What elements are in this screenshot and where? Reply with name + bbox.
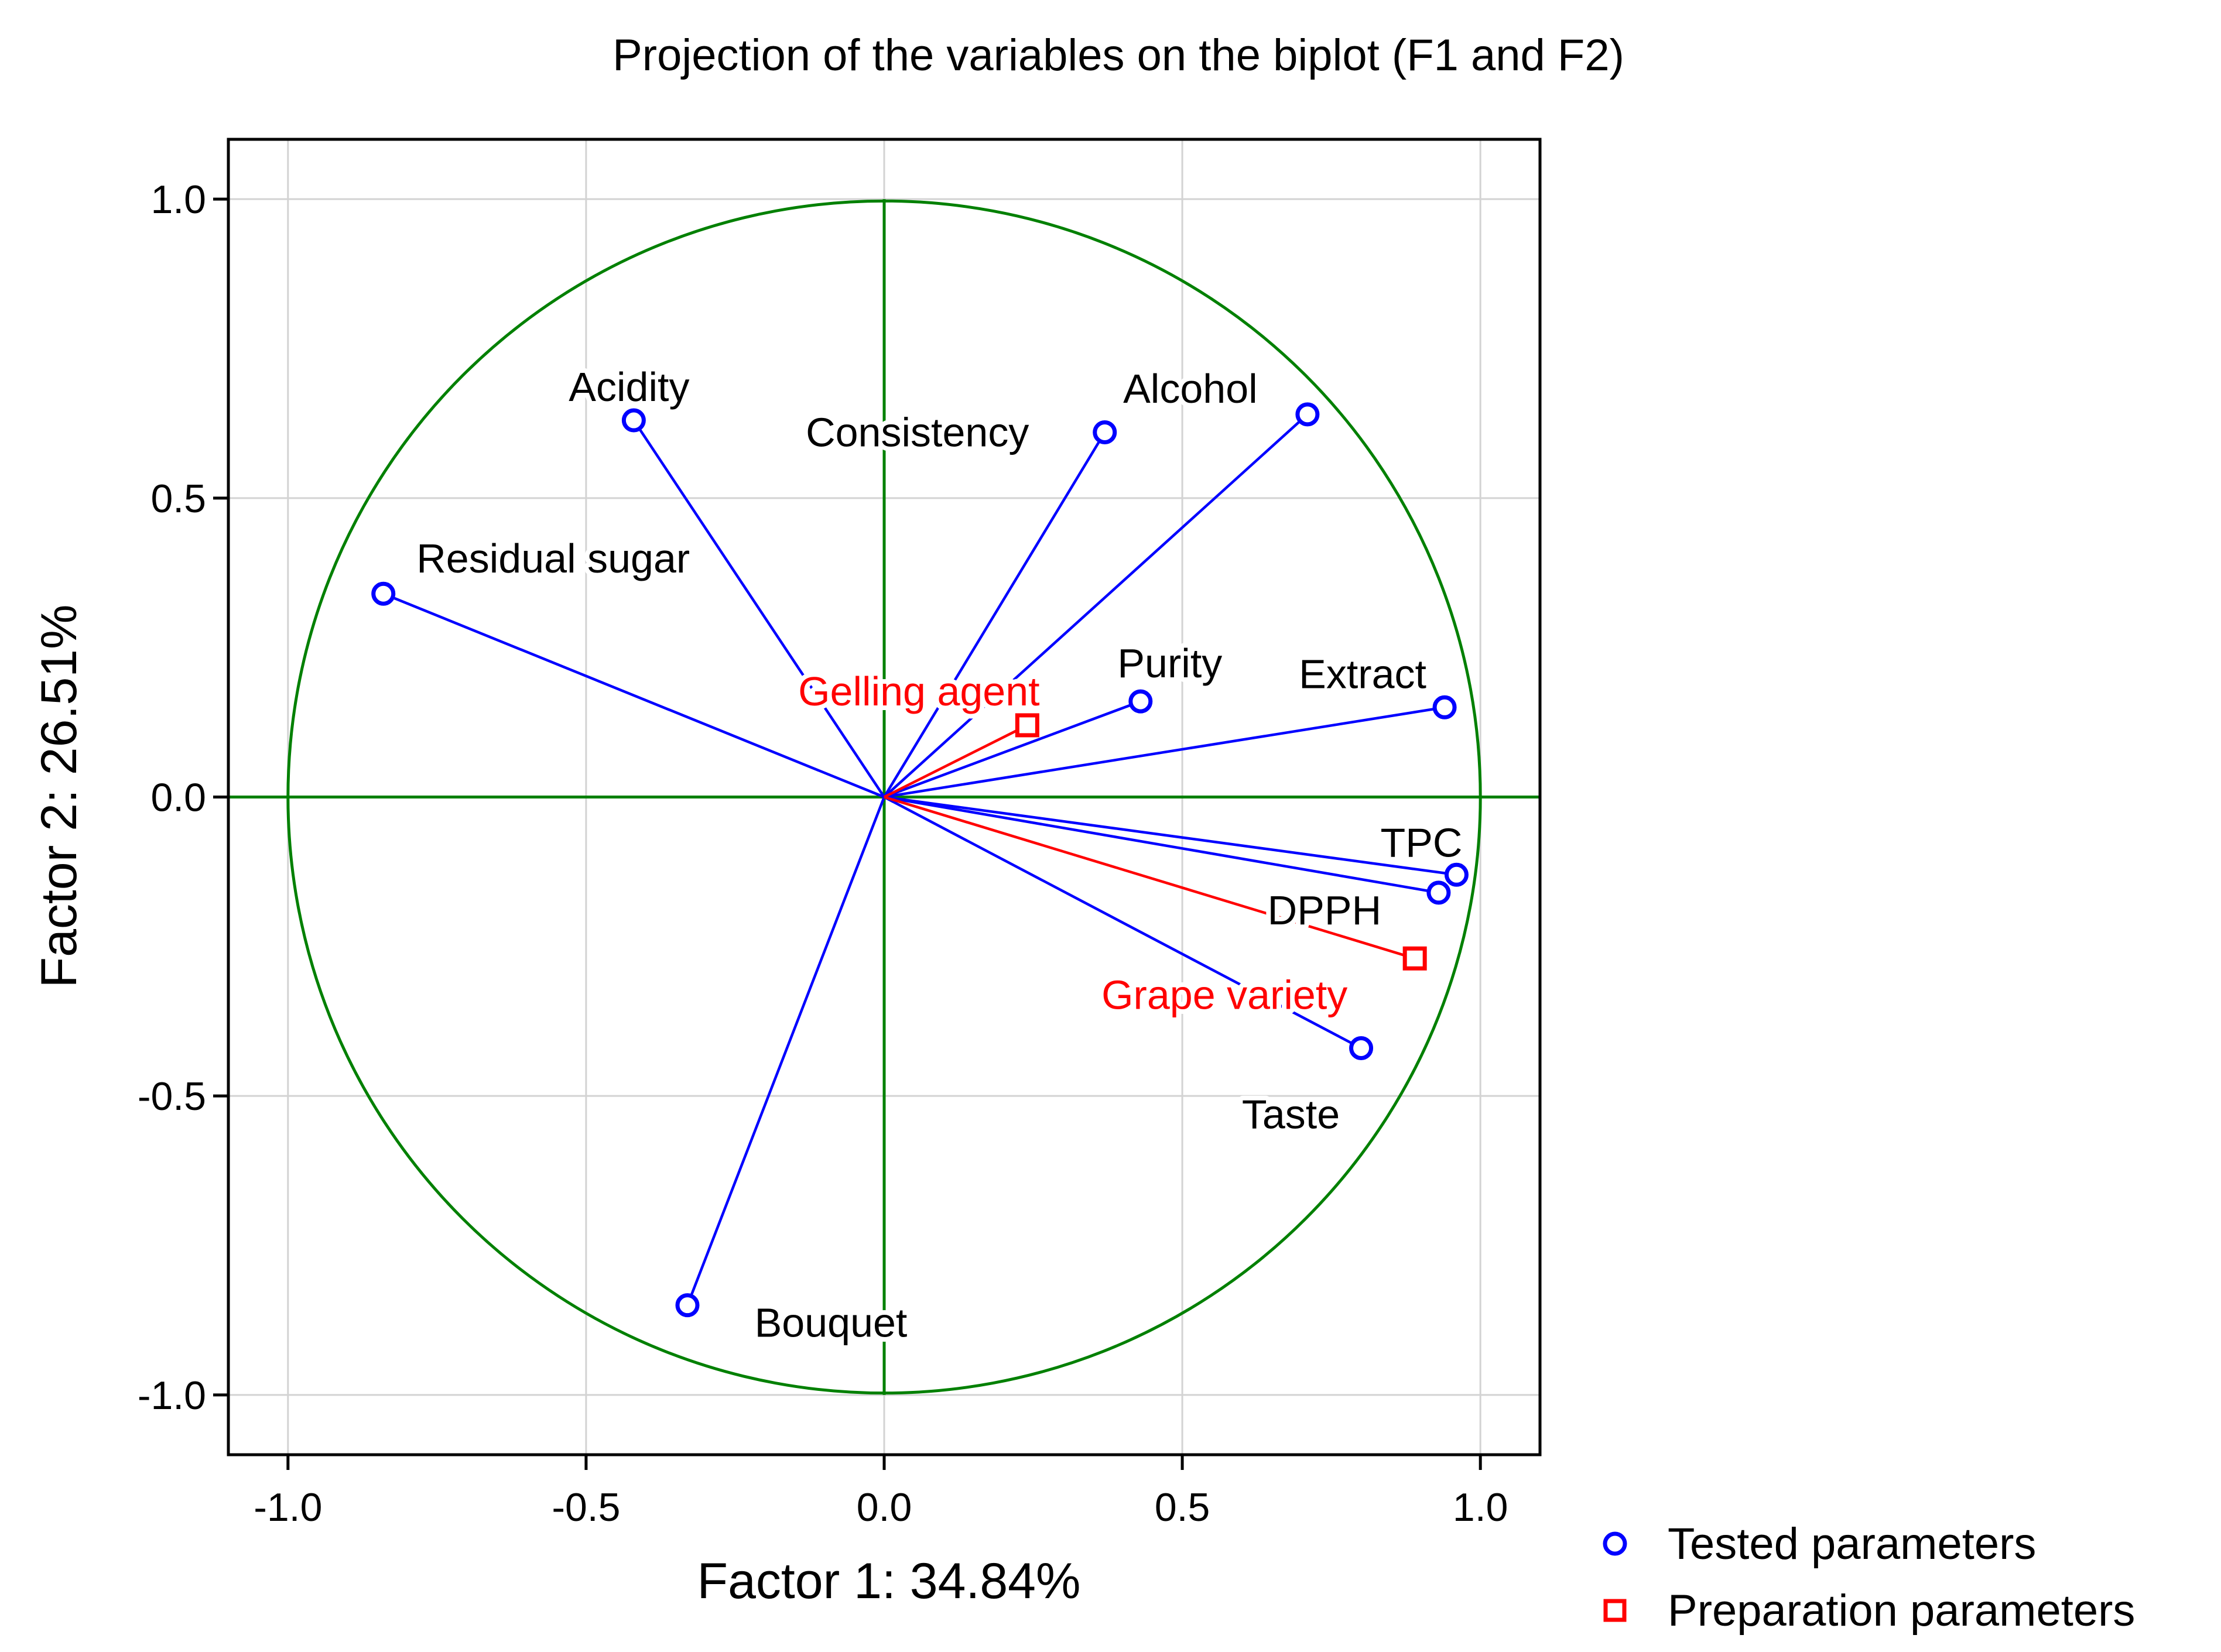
vector-residual-sugar bbox=[382, 592, 885, 798]
vector-taste bbox=[883, 796, 1362, 1050]
label-halo-bouquet: Bouquet bbox=[755, 1300, 908, 1346]
x-tick-label-2: 0.0 bbox=[857, 1485, 912, 1530]
vector-consistency bbox=[883, 431, 1106, 798]
marker-dpph bbox=[1426, 880, 1451, 905]
label-consistency: Consistency bbox=[806, 409, 1029, 455]
y-tick-label-1: 0.5 bbox=[150, 477, 206, 521]
label-bouquet: Bouquet bbox=[755, 1300, 908, 1346]
legend-preparation-label: Preparation parameters bbox=[1668, 1586, 2135, 1636]
label-halo-gelling-agent: Gelling agent bbox=[798, 669, 1040, 714]
vector-tpc bbox=[884, 796, 1457, 876]
y-tick-label-2: 0.0 bbox=[150, 776, 206, 820]
vector-extract bbox=[884, 706, 1445, 798]
label-extract: Extract bbox=[1299, 651, 1426, 697]
marker-alcohol bbox=[1295, 402, 1320, 427]
label-acidity: Acidity bbox=[569, 364, 689, 410]
x-tick-label-0: -1.0 bbox=[254, 1485, 322, 1530]
label-halo-taste: Taste bbox=[1242, 1091, 1340, 1137]
label-halo-residual-sugar: Residual sugar bbox=[416, 536, 690, 581]
label-gelling-agent: Gelling agent bbox=[798, 669, 1040, 714]
label-halo-consistency: Consistency bbox=[806, 409, 1029, 455]
vector-dpph bbox=[884, 796, 1439, 894]
legend: Tested parameters Preparation parameters bbox=[1603, 1519, 2135, 1636]
label-taste: Taste bbox=[1242, 1091, 1340, 1137]
x-tick-label-3: 0.5 bbox=[1155, 1485, 1210, 1530]
marker-grape-variety bbox=[1402, 946, 1427, 971]
label-purity: Purity bbox=[1117, 640, 1222, 686]
label-alcohol: Alcohol bbox=[1123, 366, 1258, 412]
vector-acidity bbox=[632, 419, 885, 798]
marker-residual-sugar bbox=[371, 581, 396, 606]
label-halo-dpph: DPPH bbox=[1268, 887, 1381, 933]
vector-gelling-agent bbox=[883, 724, 1028, 798]
y-axis-label: Factor 2: 26.51% bbox=[31, 605, 87, 988]
label-halo-tpc: TPC bbox=[1380, 820, 1462, 865]
marker-acidity bbox=[621, 408, 646, 433]
x-tick-label-1: -0.5 bbox=[552, 1485, 620, 1530]
label-residual-sugar: Residual sugar bbox=[416, 536, 690, 581]
y-tick-label-0: 1.0 bbox=[150, 177, 206, 222]
marker-tpc bbox=[1444, 862, 1469, 887]
legend-tested-marker bbox=[1603, 1531, 1627, 1556]
label-halo-alcohol: Alcohol bbox=[1123, 366, 1258, 412]
vector-grape-variety bbox=[884, 796, 1415, 960]
label-halo-grape-variety: Grape variety bbox=[1101, 972, 1347, 1017]
label-halo-acidity: Acidity bbox=[569, 364, 689, 410]
label-grape-variety: Grape variety bbox=[1101, 972, 1347, 1017]
marker-purity bbox=[1128, 689, 1153, 714]
label-tpc: TPC bbox=[1380, 820, 1462, 865]
marker-consistency bbox=[1093, 420, 1117, 444]
x-axis-label: Factor 1: 34.84% bbox=[697, 1553, 1081, 1609]
y-tick-label-3: -0.5 bbox=[138, 1074, 206, 1119]
chart-title: Projection of the variables on the biplo… bbox=[612, 30, 1624, 80]
marker-extract bbox=[1432, 695, 1457, 719]
legend-preparation-marker bbox=[1603, 1599, 1627, 1622]
label-halo-extract: Extract bbox=[1299, 651, 1426, 697]
x-tick-label-4: 1.0 bbox=[1453, 1485, 1508, 1530]
legend-tested-label: Tested parameters bbox=[1668, 1519, 2036, 1569]
plot-area: AcidityAcidityConsistencyConsistencyAlco… bbox=[138, 138, 1542, 1530]
y-tick-label-4: -1.0 bbox=[138, 1373, 206, 1418]
label-halo-purity: Purity bbox=[1117, 640, 1222, 686]
vector-purity bbox=[884, 700, 1141, 798]
vector-bouquet bbox=[686, 796, 886, 1306]
marker-taste bbox=[1349, 1036, 1374, 1060]
marker-bouquet bbox=[675, 1293, 700, 1318]
marker-gelling-agent bbox=[1015, 713, 1039, 738]
label-dpph: DPPH bbox=[1268, 887, 1381, 933]
vector-alcohol bbox=[883, 413, 1309, 798]
